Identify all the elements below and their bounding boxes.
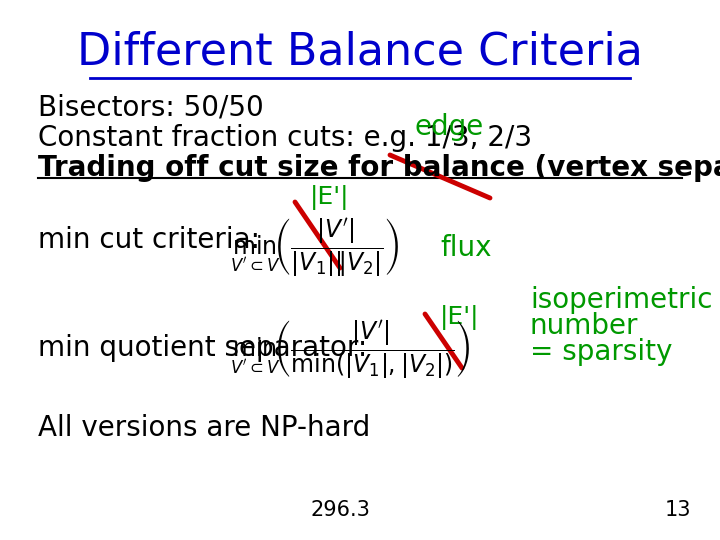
Text: flux: flux <box>440 234 492 262</box>
Text: min quotient separator:: min quotient separator: <box>38 334 367 362</box>
Text: |E'|: |E'| <box>310 186 349 211</box>
Text: All versions are NP-hard: All versions are NP-hard <box>38 414 370 442</box>
Text: isoperimetric: isoperimetric <box>530 286 713 314</box>
Text: Different Balance Criteria: Different Balance Criteria <box>77 30 643 73</box>
Text: 13: 13 <box>665 500 691 520</box>
Text: Bisectors: 50/50: Bisectors: 50/50 <box>38 94 264 122</box>
Text: $\underset{V^{\prime}\subset V}{\min}\!\left(\dfrac{|V^{\prime}|}{|V_1|\|V_2|}\r: $\underset{V^{\prime}\subset V}{\min}\!\… <box>230 217 399 279</box>
Text: edge: edge <box>415 113 485 141</box>
Text: |E'|: |E'| <box>440 306 480 330</box>
Text: = sparsity: = sparsity <box>530 338 672 366</box>
Text: Constant fraction cuts: e.g. 1/3, 2/3: Constant fraction cuts: e.g. 1/3, 2/3 <box>38 124 532 152</box>
Text: Trading off cut size for balance (vertex separators):: Trading off cut size for balance (vertex… <box>38 154 720 182</box>
Text: min cut criteria:: min cut criteria: <box>38 226 260 254</box>
Text: number: number <box>530 312 639 340</box>
Text: 296.3: 296.3 <box>310 500 370 520</box>
Text: $\underset{V^{\prime}\subset V}{\min}\!\left(\dfrac{|V^{\prime}|}{\min(|V_1|,|V_: $\underset{V^{\prime}\subset V}{\min}\!\… <box>230 319 470 381</box>
